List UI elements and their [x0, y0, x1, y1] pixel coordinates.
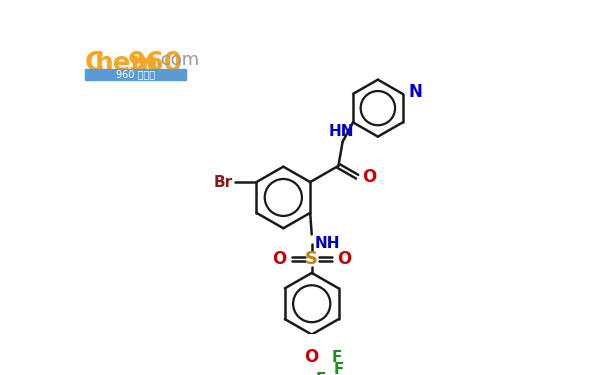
Text: O: O — [362, 168, 377, 186]
Text: S: S — [305, 250, 318, 268]
Text: F: F — [316, 372, 326, 375]
Bar — [85, 69, 186, 80]
Text: HN: HN — [329, 123, 354, 138]
Text: O: O — [304, 348, 319, 366]
Text: hem: hem — [95, 51, 159, 77]
Text: F: F — [332, 350, 342, 365]
Text: C: C — [85, 51, 104, 77]
Text: F: F — [333, 363, 344, 375]
Text: N: N — [409, 83, 423, 101]
Text: O: O — [272, 250, 286, 268]
Text: Br: Br — [214, 174, 232, 189]
Text: 960 化工网: 960 化工网 — [116, 69, 155, 79]
Text: 960: 960 — [128, 51, 183, 77]
Text: O: O — [338, 250, 352, 268]
Text: NH: NH — [315, 236, 341, 251]
Text: .com: .com — [155, 51, 200, 69]
